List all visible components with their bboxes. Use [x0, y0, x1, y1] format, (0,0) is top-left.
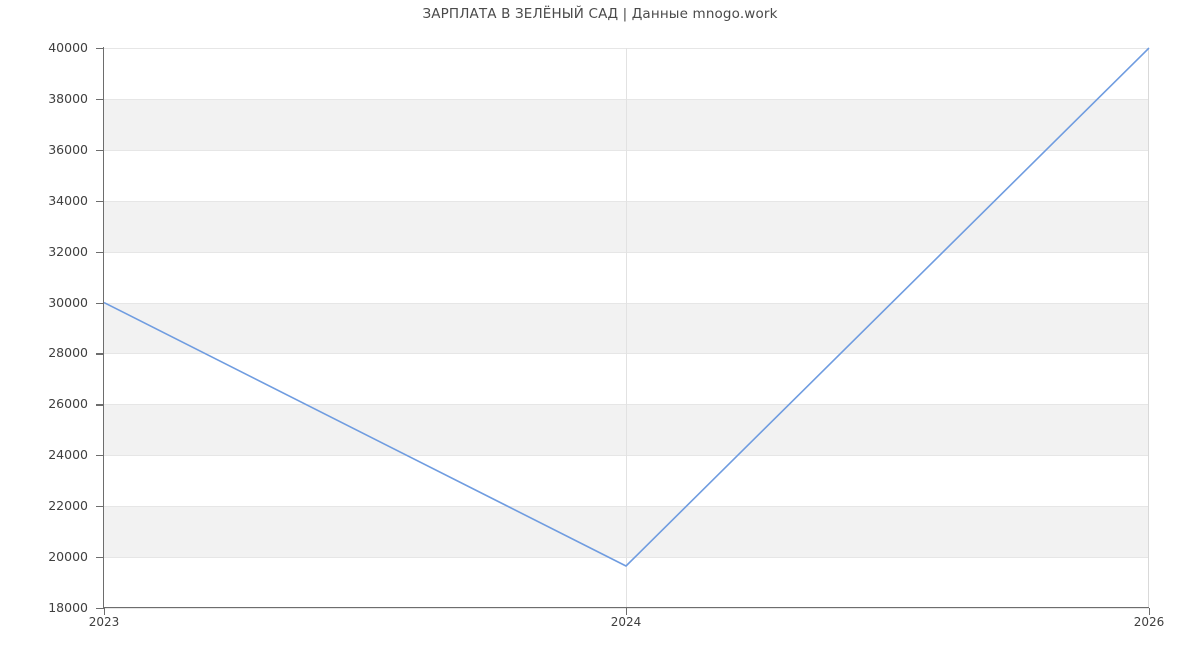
- x-tick-mark: [1149, 608, 1151, 615]
- y-tick-mark: [96, 506, 104, 508]
- chart-title: ЗАРПЛАТА В ЗЕЛЁНЫЙ САД | Данные mnogo.wo…: [422, 6, 778, 22]
- y-tick-mark: [96, 557, 104, 559]
- y-tick-mark: [96, 200, 104, 202]
- y-tick-label: 34000: [48, 192, 88, 208]
- series-line-layer: [104, 48, 1149, 608]
- y-tick-mark: [96, 404, 104, 406]
- y-tick-mark: [96, 149, 104, 151]
- x-axis-line: [103, 607, 1149, 609]
- y-tick-label: 32000: [48, 243, 88, 259]
- y-tick-label: 36000: [48, 141, 88, 157]
- plot-right-border: [1148, 48, 1149, 608]
- y-tick-label: 40000: [48, 40, 88, 55]
- y-tick-label: 18000: [48, 600, 88, 615]
- x-tick-label: 2023: [88, 615, 120, 629]
- y-tick-mark: [96, 608, 104, 610]
- y-tick-mark: [96, 455, 104, 457]
- y-tick-mark: [96, 98, 104, 101]
- y-tick-label: 30000: [48, 294, 88, 310]
- x-tick-label: 2024: [610, 615, 642, 629]
- x-tick-mark: [626, 608, 628, 615]
- y-axis-line: [103, 47, 105, 609]
- y-tick-label: 24000: [48, 447, 88, 463]
- y-tick-mark: [96, 48, 104, 50]
- series-line-salary: [104, 48, 1149, 566]
- y-tick-label: 28000: [48, 345, 88, 361]
- x-tick-mark: [104, 608, 106, 615]
- y-tick-label: 38000: [48, 90, 88, 106]
- y-tick-mark: [96, 302, 104, 304]
- y-tick-mark: [96, 353, 104, 355]
- y-tick-label: 20000: [48, 549, 88, 565]
- y-tick-mark: [96, 251, 104, 253]
- x-tick-label: 2026: [1133, 615, 1165, 629]
- gridline-vertical: [626, 48, 627, 608]
- y-tick-label: 26000: [48, 396, 88, 412]
- y-tick-label: 22000: [48, 498, 88, 514]
- plot-area: [104, 48, 1149, 609]
